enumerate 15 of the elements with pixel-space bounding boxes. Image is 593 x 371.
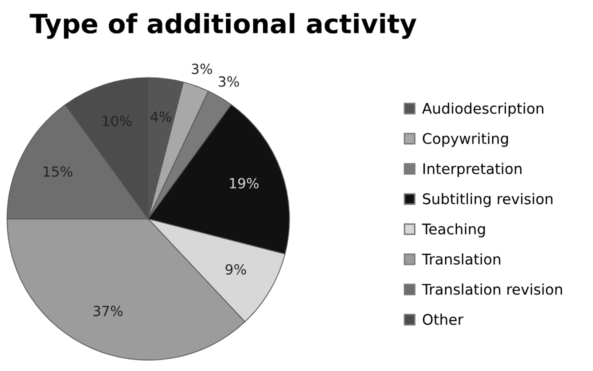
legend-label: Audiodescription [422,102,544,117]
legend-label: Teaching [422,223,485,238]
legend-label: Translation revision [422,284,562,295]
legend-label: Interpretation [423,162,522,178]
legend-label: Other [422,314,464,325]
data-label: 37% [94,306,123,316]
data-label: 19% [230,178,259,188]
legend-label: Translation [422,253,500,265]
data-label: 15% [44,166,72,177]
data-label: 3% [192,64,212,74]
legend-label: Copywriting [422,132,508,147]
data-label: 9% [226,264,246,275]
chart-title: Type of additional activity [30,13,416,39]
legend-label: Subtitling revision [422,193,552,208]
data-label: 3% [218,76,239,87]
